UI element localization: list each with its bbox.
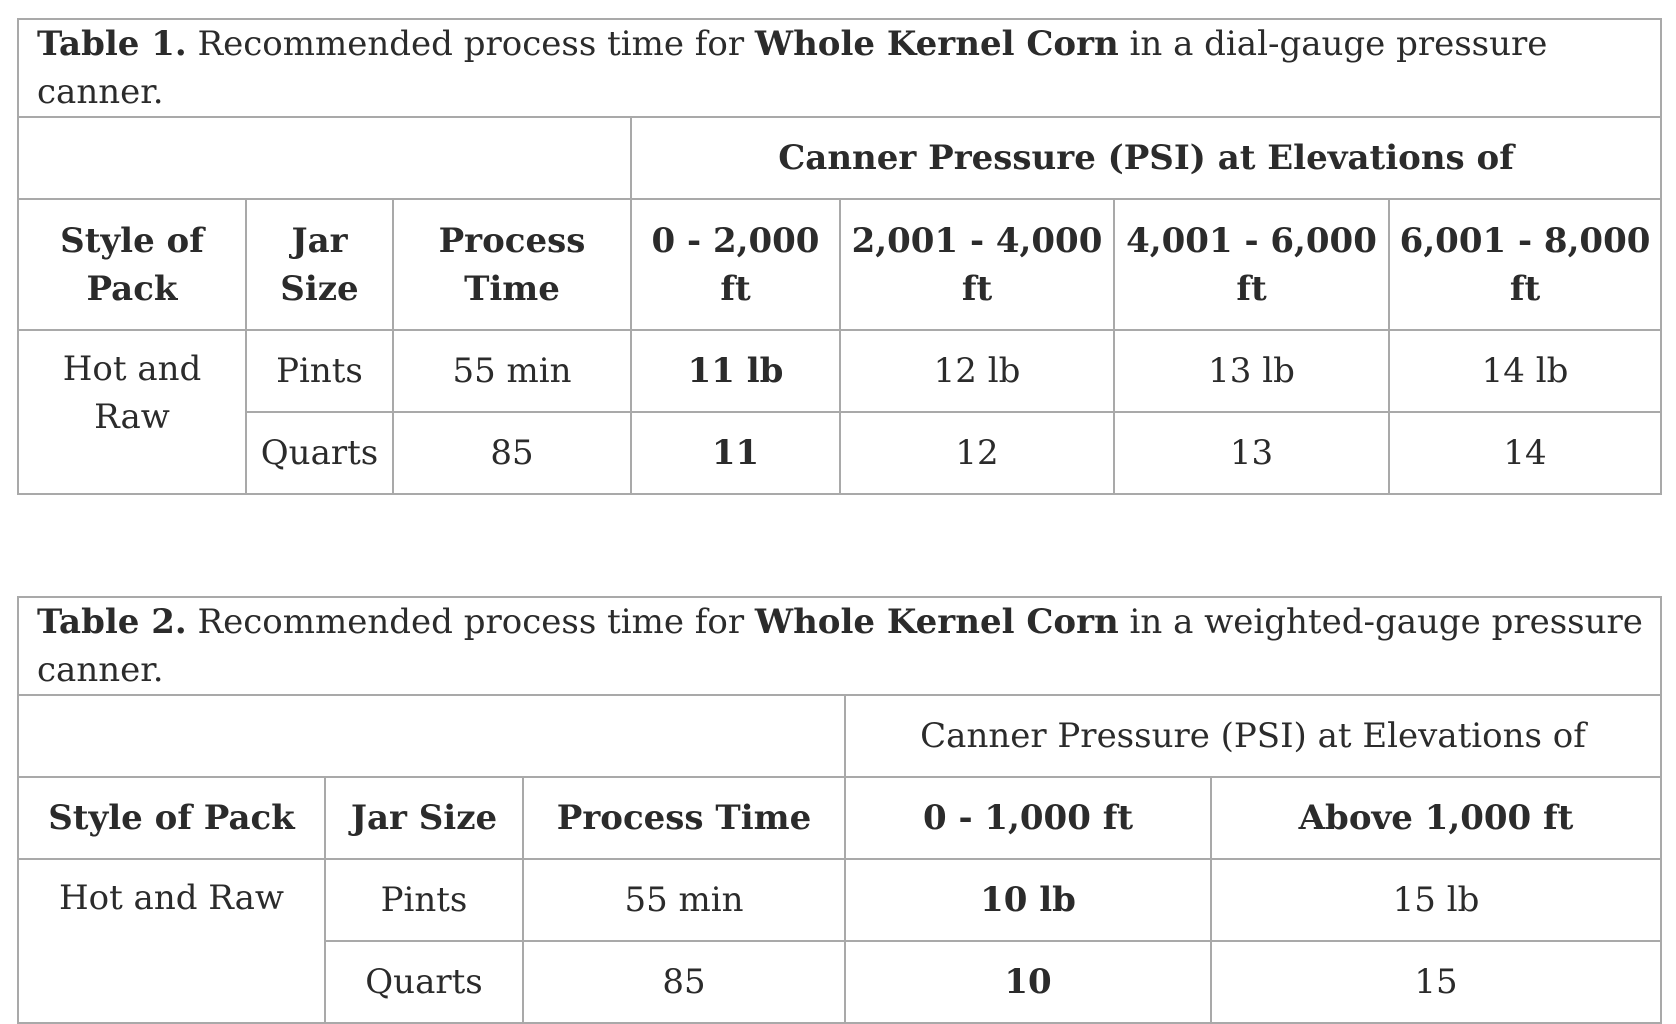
pressure-cell: 15 lb bbox=[1209, 858, 1663, 942]
group-header: Canner Pressure (PSI) at Elevations of bbox=[629, 116, 1663, 200]
pressure-cell: 14 bbox=[1387, 411, 1663, 495]
pressure-cell: 10 lb bbox=[844, 858, 1212, 942]
table-1-caption: Table 1. Recommended process time for Wh… bbox=[16, 18, 1663, 118]
column-header: Above 1,000 ft bbox=[1209, 776, 1663, 860]
table-row: Hot and Raw Pints 55 min 11 lb 12 lb 13 … bbox=[17, 329, 1663, 495]
column-header: 0 - 2,000 ft bbox=[630, 198, 841, 331]
table-1: Table 1. Recommended process time for Wh… bbox=[16, 18, 1663, 495]
column-header: Process Time bbox=[392, 198, 632, 331]
caption-label: Table 2. bbox=[37, 602, 187, 642]
column-header: Style of Pack bbox=[17, 776, 326, 860]
table-row: Quarts 85 11 12 13 14 bbox=[18, 411, 1663, 495]
jar-size-cell: Quarts bbox=[324, 940, 524, 1024]
jar-size-cell: Pints bbox=[324, 858, 524, 942]
column-header: Jar Size bbox=[324, 776, 524, 860]
caption-text-end: in a weighted-gauge pressure canner. bbox=[37, 602, 1643, 690]
column-header: 6,001 - 8,000 ft bbox=[1387, 198, 1663, 331]
pressure-cell: 11 bbox=[630, 411, 841, 495]
pressure-cell: 11 lb bbox=[630, 329, 841, 413]
column-header: 0 - 1,000 ft bbox=[844, 776, 1212, 860]
caption-text: Recommended process time for bbox=[186, 602, 755, 642]
column-header: Style of Pack bbox=[17, 198, 247, 331]
pressure-cell: 15 bbox=[1209, 940, 1663, 1024]
process-time-cell: 85 bbox=[522, 940, 846, 1024]
table-2: Table 2. Recommended process time for Wh… bbox=[16, 596, 1663, 1024]
caption-subject: Whole Kernel Corn bbox=[754, 602, 1119, 642]
pressure-cell: 13 bbox=[1113, 411, 1390, 495]
column-header: Process Time bbox=[522, 776, 846, 860]
pressure-cell: 10 bbox=[844, 940, 1212, 1024]
pressure-cell: 14 lb bbox=[1387, 329, 1663, 413]
process-time-cell: 55 min bbox=[522, 858, 846, 942]
caption-text-end: in a dial-gauge pressure canner. bbox=[37, 24, 1548, 112]
style-of-pack-cell: Hot and Raw bbox=[17, 329, 247, 495]
caption-subject: Whole Kernel Corn bbox=[754, 24, 1119, 64]
caption-text: Recommended process time for bbox=[186, 24, 755, 64]
column-header: 2,001 - 4,000 ft bbox=[839, 198, 1115, 331]
style-of-pack-cell: Hot and Raw bbox=[17, 858, 326, 1024]
table-row: Quarts 85 10 15 bbox=[18, 940, 1663, 1024]
jar-size-cell: Pints bbox=[245, 329, 394, 413]
table-2-caption: Table 2. Recommended process time for Wh… bbox=[16, 596, 1663, 696]
column-header: Jar Size bbox=[245, 198, 394, 331]
column-header: 4,001 - 6,000 ft bbox=[1113, 198, 1390, 331]
empty-header-cell bbox=[17, 116, 632, 200]
empty-header-cell bbox=[17, 694, 846, 778]
group-header: Canner Pressure (PSI) at Elevations of bbox=[843, 694, 1663, 778]
pressure-cell: 12 lb bbox=[839, 329, 1115, 413]
jar-size-cell: Quarts bbox=[245, 411, 394, 495]
table-row: Hot and Raw Pints 55 min 10 lb 15 lb bbox=[17, 858, 1663, 1024]
pressure-cell: 12 bbox=[839, 411, 1115, 495]
caption-label: Table 1. bbox=[37, 24, 187, 64]
pressure-cell: 13 lb bbox=[1113, 329, 1390, 413]
process-time-cell: 85 bbox=[392, 411, 632, 495]
process-time-cell: 55 min bbox=[392, 329, 632, 413]
